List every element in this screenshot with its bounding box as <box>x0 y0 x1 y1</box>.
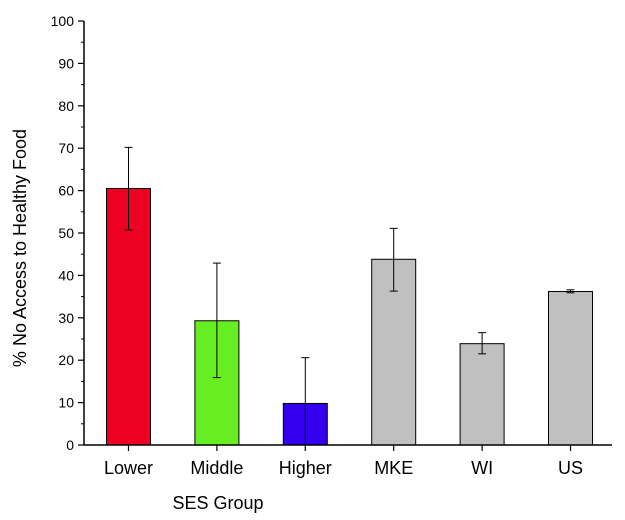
x-axis-title: SES Group <box>172 493 263 513</box>
x-tick-label: Middle <box>190 458 243 478</box>
error-bars-group <box>124 146 575 445</box>
x-ticks-group: Lower Middle Higher MKE WI US <box>104 445 583 478</box>
bars-group <box>106 187 593 446</box>
y-ticks-group: 0 10 20 30 40 50 60 70 80 90 100 <box>51 13 84 453</box>
x-tick-label: MKE <box>374 458 413 478</box>
bar-lower <box>106 187 151 446</box>
x-tick-label: Lower <box>104 458 153 478</box>
y-tick-label: 20 <box>58 352 74 368</box>
bar-wi <box>459 343 505 446</box>
y-tick-label: 0 <box>66 437 74 453</box>
y-tick-label: 70 <box>58 140 74 156</box>
y-tick-label: 30 <box>58 310 74 326</box>
bar-us <box>548 291 593 446</box>
axes-group <box>83 21 612 446</box>
x-tick-label: US <box>558 458 583 478</box>
x-tick-label: WI <box>471 458 493 478</box>
y-tick-label: 80 <box>58 98 74 114</box>
y-tick-label: 100 <box>51 13 75 29</box>
y-axis-title: % No Access to Healthy Food <box>10 129 30 367</box>
y-tick-label: 60 <box>58 183 74 199</box>
y-tick-label: 10 <box>58 395 74 411</box>
y-tick-label: 40 <box>58 267 74 283</box>
y-tick-label: 50 <box>58 225 74 241</box>
y-tick-label: 90 <box>58 55 74 71</box>
x-tick-label: Higher <box>279 458 332 478</box>
